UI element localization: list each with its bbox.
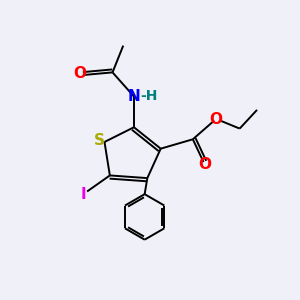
Text: N: N (128, 89, 140, 104)
Text: -H: -H (140, 89, 157, 103)
Text: S: S (94, 133, 105, 148)
Text: O: O (74, 66, 86, 81)
Text: I: I (80, 187, 86, 202)
Text: O: O (198, 157, 212, 172)
Text: O: O (209, 112, 222, 127)
